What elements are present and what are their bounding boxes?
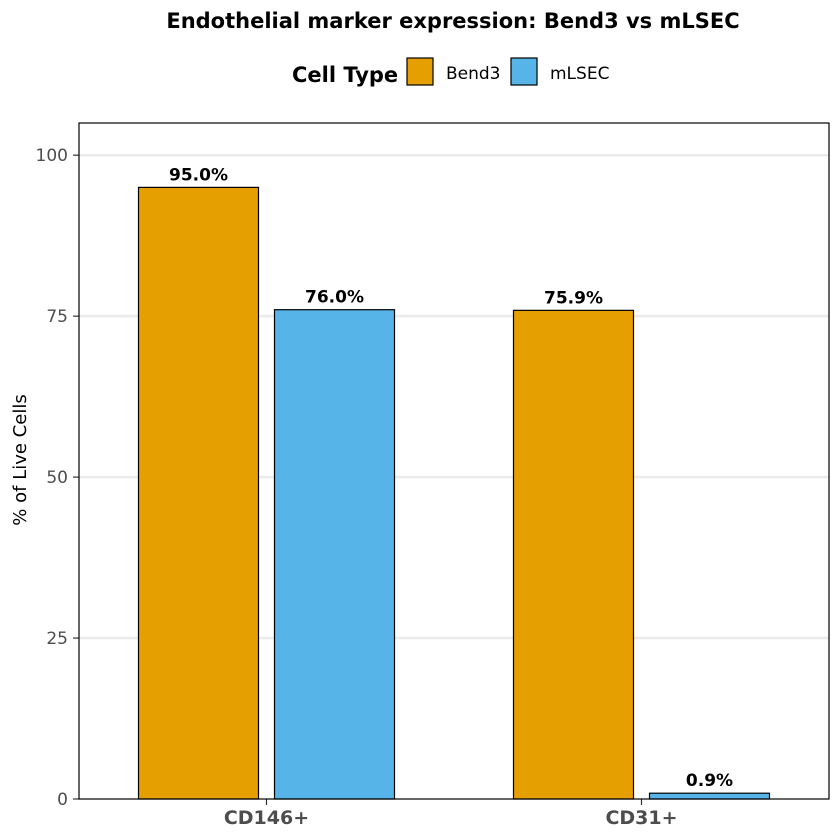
data-label: 75.9% [544, 288, 603, 308]
legend-label-mlsec: mLSEC [550, 64, 609, 84]
data-label: 0.9% [686, 771, 733, 791]
y-tick-label: 0 [57, 790, 68, 810]
legend: Cell Type Bend3 mLSEC [292, 57, 609, 87]
y-axis-label: % of Live Cells [10, 394, 31, 525]
legend-key-bend3 [406, 57, 434, 86]
data-label: 95.0% [169, 165, 228, 185]
y-tick-label: 25 [46, 629, 68, 649]
y-tick-label: 75 [46, 307, 68, 327]
data-label: 76.0% [305, 288, 364, 308]
legend-key-mlsec [510, 57, 538, 86]
y-tick-label: 100 [36, 146, 68, 166]
plot-panel-border [78, 122, 830, 800]
bar-mlsec-0 [273, 309, 396, 800]
bars [137, 186, 771, 800]
chart-title: Endothelial marker expression: Bend3 vs … [166, 9, 739, 33]
x-tick-label: CD31+ [605, 807, 677, 829]
legend-title: Cell Type [292, 63, 398, 87]
bar-mlsec-1 [648, 792, 771, 800]
bar-bend3-0 [137, 186, 260, 800]
bar-bend3-1 [512, 309, 635, 800]
y-tick-label: 50 [46, 468, 68, 488]
legend-label-bend3: Bend3 [446, 64, 501, 84]
x-tick-label: CD146+ [224, 807, 309, 829]
x-axis-ticks: CD146+ CD31+ [224, 799, 678, 829]
y-axis-ticks: 0 25 50 75 100 [36, 146, 79, 810]
data-labels: 95.0% 76.0% 75.9% 0.9% [169, 165, 733, 791]
